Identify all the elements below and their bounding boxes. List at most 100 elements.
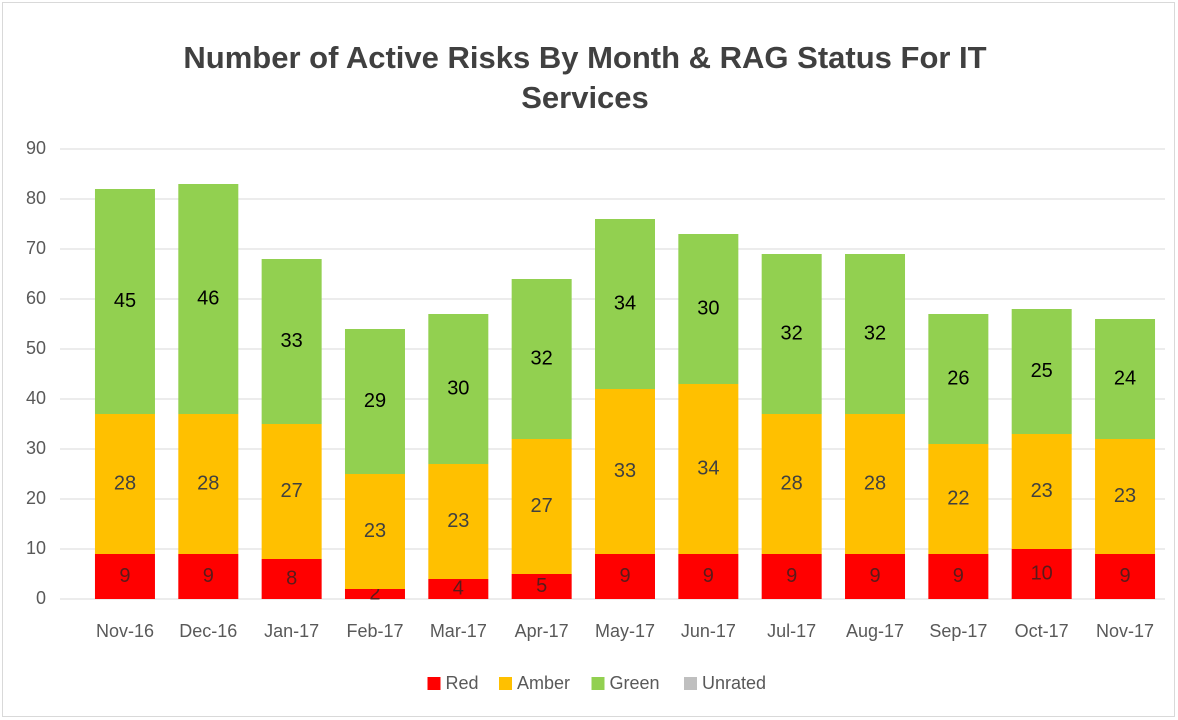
bar-segment [344,329,405,474]
bar-segment [678,384,739,554]
data-label: 28 [864,472,886,494]
data-label: 26 [947,367,969,389]
data-label: 9 [203,565,214,587]
legend-swatch [427,677,441,690]
data-label: 9 [119,565,130,587]
bar-segment [595,219,655,389]
y-tick-label: 40 [26,388,46,408]
data-label: 10 [1031,562,1053,584]
legend-label: Red [446,673,479,693]
bar-segment [1095,319,1156,439]
data-label: 23 [1114,485,1136,507]
data-label: 4 [453,577,464,599]
bar-segment [178,184,239,414]
legend-label: Unrated [702,673,766,693]
data-label: 32 [531,347,553,369]
bar-segment [595,554,655,599]
bar-segment [511,439,572,574]
y-tick-label: 0 [36,588,46,608]
data-label: 9 [703,565,714,587]
bar-segment [928,314,989,444]
data-label: 34 [697,457,719,479]
data-label: 32 [864,322,886,344]
bar-segment [845,414,906,554]
bar-segment [845,554,906,599]
data-label: 27 [531,495,553,517]
bar-segment [428,579,489,599]
x-tick-label: Jul-17 [767,621,816,641]
data-label: 28 [197,472,219,494]
data-label: 9 [1119,565,1130,587]
legend-swatch [499,677,512,690]
data-label: 25 [1031,360,1053,382]
bar-segment [94,554,155,599]
bar-segment [94,414,155,554]
bar-segment [595,389,655,554]
data-label: 27 [281,480,303,502]
bar-segment [511,279,572,439]
y-tick-label: 80 [26,188,46,208]
y-tick-label: 20 [26,488,46,508]
x-tick-label: Nov-17 [1096,621,1154,641]
x-tick-label: Dec-16 [179,621,237,641]
y-tick-label: 50 [26,338,46,358]
bar-segment [678,234,739,384]
y-tick-label: 70 [26,238,46,258]
bar-segment [1095,554,1156,599]
data-label: 2 [369,582,380,604]
data-label: 9 [869,565,880,587]
bar-segment [511,574,572,599]
data-label: 33 [614,460,636,482]
data-label: 28 [781,472,803,494]
bar-segment [178,414,239,554]
bar-segment [928,444,989,554]
bar-segment [678,554,739,599]
y-tick-label: 90 [26,138,46,158]
bar-segment [261,259,322,424]
x-tick-label: Feb-17 [346,621,403,641]
data-label: 9 [619,565,630,587]
x-tick-label: Jun-17 [681,621,736,641]
data-label: 32 [781,322,803,344]
bar-segment [761,414,822,554]
data-label: 9 [953,565,964,587]
data-label: 23 [364,520,386,542]
y-tick-label: 10 [26,538,46,558]
bar-segment [1011,549,1072,599]
data-label: 46 [197,287,219,309]
bar-segment [178,554,239,599]
data-label: 23 [1031,480,1053,502]
data-label: 23 [447,510,469,532]
x-tick-label: Nov-16 [96,621,154,641]
bar-segment [428,464,489,579]
data-label: 8 [286,567,297,589]
bar-segment [428,314,489,464]
bar-segment [344,474,405,589]
x-tick-label: Oct-17 [1015,621,1069,641]
x-tick-label: May-17 [595,621,655,641]
x-tick-label: Apr-17 [515,621,569,641]
data-label: 29 [364,390,386,412]
data-label: 30 [447,377,469,399]
legend-swatch [684,677,697,690]
bar-segment [1095,439,1156,554]
data-label: 45 [114,290,136,312]
data-label: 33 [281,330,303,352]
data-label: 5 [536,575,547,597]
bar-segment [1011,434,1072,549]
y-tick-label: 30 [26,438,46,458]
bar-segment [845,254,906,414]
bar-segment [761,554,822,599]
y-tick-label: 60 [26,288,46,308]
x-tick-label: Mar-17 [430,621,487,641]
bar-segment [344,589,405,599]
data-label: 24 [1114,367,1136,389]
data-label: 9 [786,565,797,587]
x-tick-label: Aug-17 [846,621,904,641]
bar-segment [94,189,155,414]
data-label: 28 [114,472,136,494]
legend-swatch [591,677,605,690]
